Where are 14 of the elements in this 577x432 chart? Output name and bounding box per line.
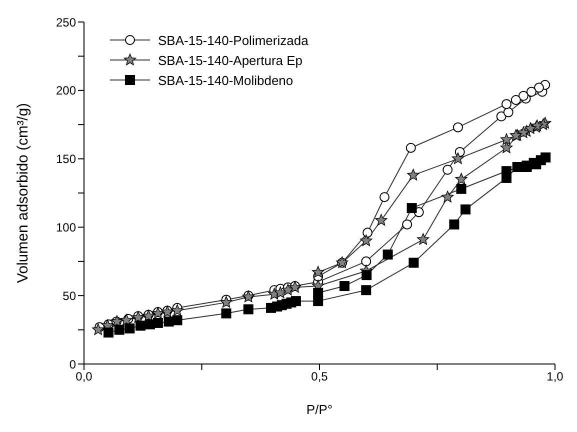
y-tick-label: 150: [56, 152, 76, 166]
y-tick-label: 50: [62, 288, 76, 303]
y-tick-label: 200: [56, 84, 76, 98]
legend-label: SBA-15-140-Polimerizada: [158, 33, 310, 48]
y-tick-label: 250: [56, 15, 76, 30]
y-tick-label: 100: [56, 220, 76, 234]
legend-label: SBA-15-140-Molibdeno: [158, 73, 294, 88]
y-tick-label: 0: [69, 357, 76, 372]
x-tick-label: 0,5: [311, 370, 328, 384]
x-tick-label: 1,0: [546, 370, 564, 384]
legend-label: SBA-15-140-Apertura Ep: [158, 53, 303, 68]
x-tick-label: 0,0: [76, 370, 93, 384]
x-axis-title: P/P°: [306, 402, 333, 417]
y-axis-title: Volumen adsorbido (cm³/g): [14, 102, 32, 284]
